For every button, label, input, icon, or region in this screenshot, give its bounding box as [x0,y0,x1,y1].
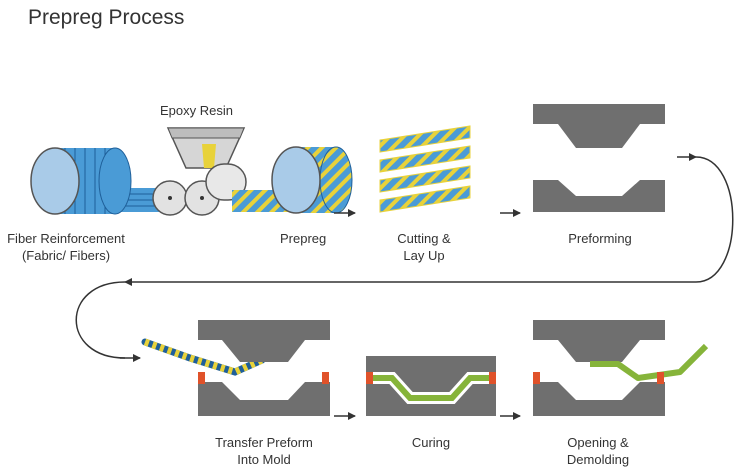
fiber-roll [30,147,132,215]
transfer-mold-bottom [198,372,330,416]
preform-mold-top [533,104,665,148]
label-curing: Curing [411,435,451,450]
page-title: Prepreg Process [28,6,185,29]
demolded-part [590,343,709,381]
open-mold-top [533,320,665,362]
label-prepreg: Prepreg [280,231,327,246]
preform-mold-bottom [533,180,665,212]
prepreg-roll [271,146,353,214]
label-epoxy-resin: Epoxy Resin [160,103,233,118]
transfer-mold-top [198,320,330,362]
label-transfer-preform: Transfer Preform Into Mold [215,435,313,467]
resin-hopper [166,127,246,169]
curing-mold [366,356,496,416]
open-mold-bottom [533,372,665,416]
preform-strip [141,338,266,376]
label-cutting-lay-up: Cutting & Lay Up [397,231,451,263]
cut-ply-stack [379,125,471,213]
label-preforming: Preforming [568,231,632,246]
label-fiber-reinforcement: Fiber Reinforcement (Fabric/ Fibers) [7,231,125,263]
label-opening-demolding: Opening & Demolding [566,435,630,467]
return-path-right [695,156,734,283]
return-path-left [75,281,126,359]
